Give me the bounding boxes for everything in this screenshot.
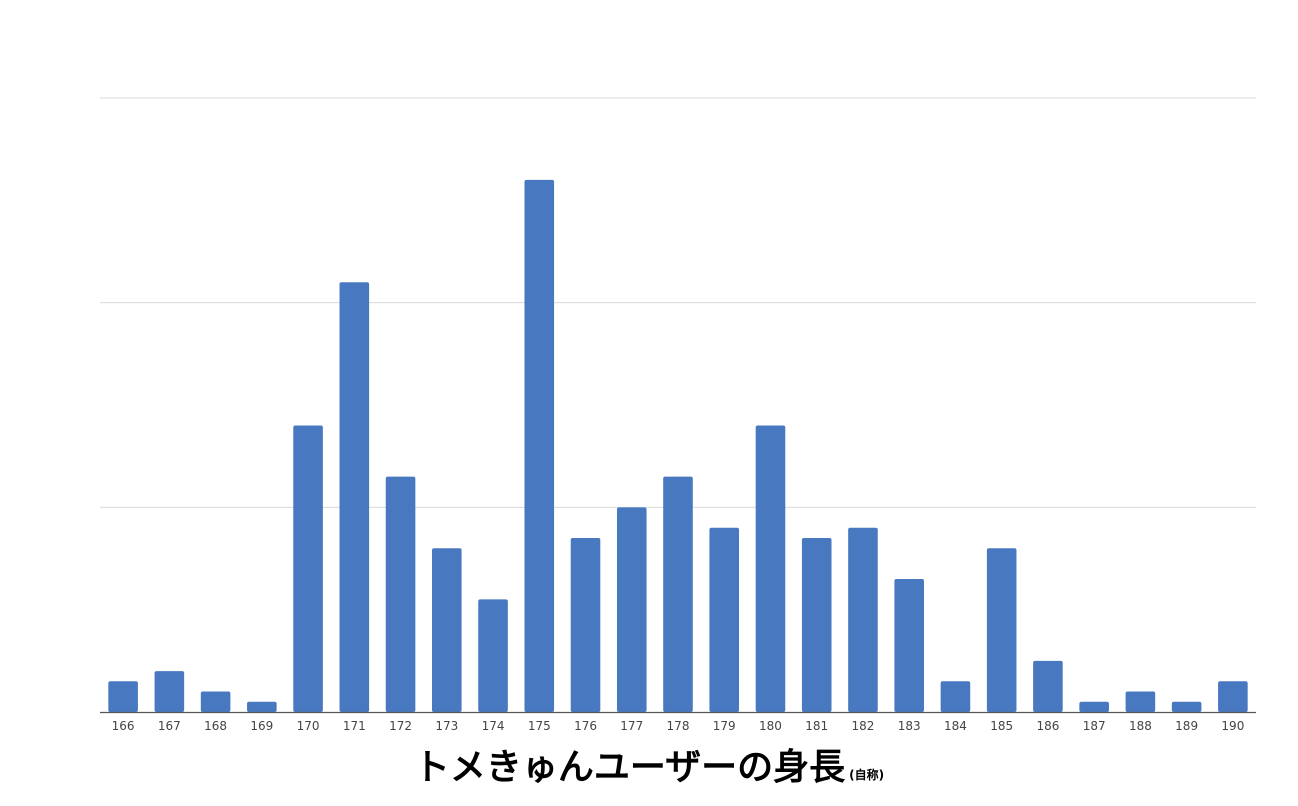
bar-174	[478, 599, 508, 712]
x-tick-label: 182	[852, 719, 875, 733]
chart-subtitle: (自称)	[849, 768, 885, 782]
x-tick-label: 185	[990, 719, 1013, 733]
x-tick-label: 184	[944, 719, 967, 733]
x-tick-label: 166	[112, 719, 135, 733]
x-tick-label: 190	[1221, 719, 1244, 733]
bar-177	[616, 507, 647, 712]
x-tick-label: 177	[620, 719, 643, 733]
x-tick-label: 176	[574, 719, 597, 733]
gridlines	[100, 97, 1256, 508]
x-tick-label: 181	[805, 719, 828, 733]
x-tick-label: 188	[1129, 719, 1152, 733]
bar-173	[432, 548, 462, 712]
x-tick-label: 171	[343, 719, 366, 733]
x-tick-label: 186	[1036, 719, 1059, 733]
x-tick-labels: 166 167 168 169 170 171 172 173 174 175 176 177 178 1…	[112, 719, 1245, 733]
bar-179	[709, 527, 740, 712]
chart-title: トメきゅんユーザーの身長	[413, 747, 846, 788]
bar-183	[894, 578, 924, 712]
bar-169	[247, 701, 277, 712]
x-tick-label: 173	[435, 719, 458, 733]
x-tick-label: 175	[528, 719, 551, 733]
x-tick-label: 180	[759, 719, 782, 733]
x-tick-label: 178	[667, 719, 690, 733]
bar-181	[801, 538, 832, 712]
bar-187	[1079, 701, 1109, 712]
bar-176	[570, 538, 601, 712]
bar-189	[1171, 701, 1202, 712]
x-tick-label: 168	[204, 719, 227, 733]
bar-186	[1033, 660, 1063, 712]
bar-167	[154, 671, 185, 712]
bar-168	[200, 691, 231, 712]
bar-175	[524, 179, 555, 712]
title-block: トメきゅんユーザーの身長 (自称)	[0, 738, 1298, 790]
bar-185	[986, 548, 1017, 712]
bar-170	[293, 425, 323, 712]
x-tick-label: 189	[1175, 719, 1198, 733]
bar-184	[940, 681, 971, 712]
x-tick-label: 170	[297, 719, 320, 733]
bar-172	[385, 476, 416, 712]
x-tick-label: 187	[1083, 719, 1106, 733]
x-tick-label: 172	[389, 719, 412, 733]
bar-188	[1125, 691, 1156, 712]
bar-190	[1218, 681, 1248, 712]
bar-166	[108, 681, 138, 712]
bar-182	[848, 527, 878, 712]
bar-180	[755, 425, 786, 712]
bars	[108, 179, 1248, 712]
x-tick-label: 169	[250, 719, 273, 733]
x-tick-label: 183	[898, 719, 921, 733]
bar-178	[663, 476, 693, 712]
x-tick-label: 167	[158, 719, 181, 733]
bar-171	[339, 282, 370, 712]
x-tick-label: 174	[482, 719, 505, 733]
x-tick-label: 179	[713, 719, 736, 733]
